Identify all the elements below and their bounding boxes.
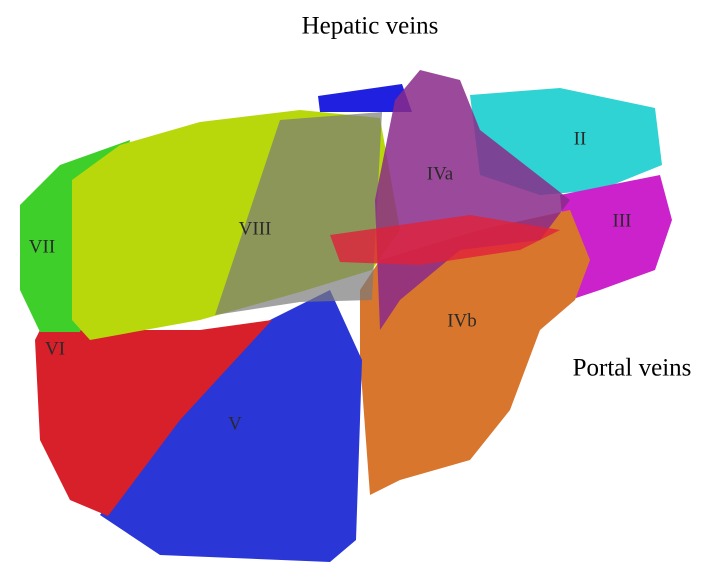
segment-label: III [613,210,632,231]
segment-label: II [574,128,587,149]
segment-label: VI [45,338,65,359]
liver-diagram: Hepatic veins Portal veins II III IVa IV… [0,0,714,573]
segment-label: IVa [427,163,454,184]
portal-caption: Portal veins [573,355,692,382]
hepatic-caption: Hepatic veins [302,13,439,40]
segment-label: VIII [239,218,272,239]
segment-label: V [228,413,242,434]
segment-label: VII [29,236,55,257]
segment-label: IVb [447,310,477,331]
